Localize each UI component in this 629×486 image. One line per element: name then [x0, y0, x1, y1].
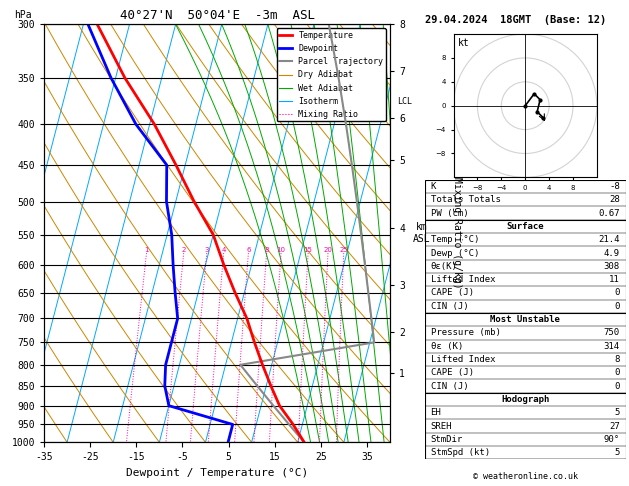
Text: 3: 3: [204, 247, 209, 253]
Text: 2: 2: [182, 247, 186, 253]
Text: © weatheronline.co.uk: © weatheronline.co.uk: [473, 472, 577, 481]
Text: 28: 28: [609, 195, 620, 204]
X-axis label: Dewpoint / Temperature (°C): Dewpoint / Temperature (°C): [126, 468, 308, 478]
Text: Pressure (mb): Pressure (mb): [431, 329, 501, 337]
Text: Dewp (°C): Dewp (°C): [431, 248, 479, 258]
Text: 20: 20: [323, 247, 332, 253]
Title: 40°27'N  50°04'E  -3m  ASL: 40°27'N 50°04'E -3m ASL: [120, 9, 314, 22]
Text: K: K: [431, 182, 436, 191]
Text: Surface: Surface: [506, 222, 544, 231]
Text: θε(K): θε(K): [431, 262, 457, 271]
Text: 15: 15: [304, 247, 313, 253]
Text: 27: 27: [609, 421, 620, 431]
Y-axis label: km
ASL: km ASL: [413, 223, 430, 244]
Text: Mixing Ratio (g/kg): Mixing Ratio (g/kg): [452, 177, 462, 289]
Text: 29.04.2024  18GMT  (Base: 12): 29.04.2024 18GMT (Base: 12): [425, 15, 606, 25]
Text: 8: 8: [264, 247, 269, 253]
Text: 1: 1: [144, 247, 148, 253]
Text: 6: 6: [246, 247, 250, 253]
Text: 25: 25: [340, 247, 348, 253]
Text: 314: 314: [604, 342, 620, 351]
Text: 0: 0: [615, 382, 620, 391]
Text: 0: 0: [615, 288, 620, 297]
Text: EH: EH: [431, 408, 442, 417]
Text: hPa: hPa: [14, 10, 32, 20]
Text: 750: 750: [604, 329, 620, 337]
Text: CAPE (J): CAPE (J): [431, 288, 474, 297]
Text: StmSpd (kt): StmSpd (kt): [431, 448, 490, 457]
Text: 4.9: 4.9: [604, 248, 620, 258]
Text: Hodograph: Hodograph: [501, 395, 549, 404]
Text: kt: kt: [458, 38, 470, 48]
Text: StmDir: StmDir: [431, 435, 463, 444]
Text: 0: 0: [615, 302, 620, 311]
Text: 5: 5: [615, 408, 620, 417]
Text: 5: 5: [615, 448, 620, 457]
Text: Most Unstable: Most Unstable: [490, 315, 560, 324]
Text: 308: 308: [604, 262, 620, 271]
Text: -8: -8: [609, 182, 620, 191]
Text: 8: 8: [615, 355, 620, 364]
Text: SREH: SREH: [431, 421, 452, 431]
Text: CIN (J): CIN (J): [431, 302, 468, 311]
Text: Lifted Index: Lifted Index: [431, 275, 495, 284]
Text: Totals Totals: Totals Totals: [431, 195, 501, 204]
Text: 11: 11: [609, 275, 620, 284]
Text: LCL: LCL: [397, 97, 412, 106]
Text: Temp (°C): Temp (°C): [431, 235, 479, 244]
Text: θε (K): θε (K): [431, 342, 463, 351]
Text: CIN (J): CIN (J): [431, 382, 468, 391]
Text: 10: 10: [277, 247, 286, 253]
Text: 90°: 90°: [604, 435, 620, 444]
Text: 21.4: 21.4: [598, 235, 620, 244]
Text: 0: 0: [615, 368, 620, 377]
Text: CAPE (J): CAPE (J): [431, 368, 474, 377]
Legend: Temperature, Dewpoint, Parcel Trajectory, Dry Adiabat, Wet Adiabat, Isotherm, Mi: Temperature, Dewpoint, Parcel Trajectory…: [277, 29, 386, 122]
Text: Lifted Index: Lifted Index: [431, 355, 495, 364]
Text: 4: 4: [221, 247, 226, 253]
Text: PW (cm): PW (cm): [431, 208, 468, 218]
Text: 0.67: 0.67: [598, 208, 620, 218]
